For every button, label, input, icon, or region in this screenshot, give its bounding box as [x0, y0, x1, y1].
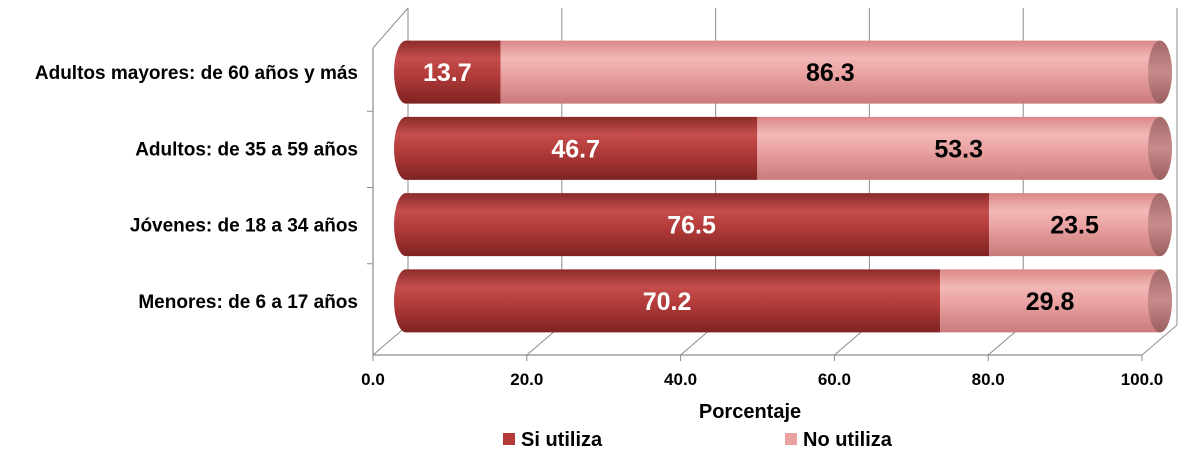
value-label-no-utiliza-adultos-mayores-de-60-anos-y-mas: 86.3	[806, 59, 855, 87]
legend-label-no-utiliza: No utiliza	[803, 429, 893, 451]
legend-label-si-utiliza: Si utiliza	[521, 429, 603, 451]
value-label-no-utiliza-menores-de-6-a-17-anos: 29.8	[1026, 288, 1075, 316]
value-label-si-utiliza-adultos-mayores-de-60-anos-y-mas: 13.7	[423, 59, 472, 87]
bar-no-utiliza-adultos-de-35-a-59-anos	[757, 116, 1172, 180]
category-label-adultos-mayores-de-60-anos-y-mas: Adultos mayores: de 60 años y más	[35, 63, 358, 84]
bar-no-utiliza-menores-de-6-a-17-anos	[940, 269, 1172, 333]
bar-no-utiliza-adultos-mayores-de-60-anos-y-mas	[500, 40, 1172, 104]
bars-group	[394, 40, 1172, 333]
legend-swatch-si-utiliza	[503, 433, 515, 445]
x-tick-label-3: 60.0	[818, 370, 851, 389]
bar-si-utiliza-adultos-mayores-de-60-anos-y-mas	[394, 40, 501, 104]
legend: Si utiliza No utiliza	[503, 429, 893, 451]
value-label-no-utiliza-adultos-de-35-a-59-anos: 53.3	[934, 135, 983, 163]
legend-swatch-no-utiliza	[785, 433, 797, 445]
value-label-si-utiliza-adultos-de-35-a-59-anos: 46.7	[551, 135, 600, 163]
value-label-no-utiliza-jovenes-de-18-a-34-anos: 23.5	[1050, 212, 1099, 240]
bar-cap-adultos-mayores-de-60-anos-y-mas	[1148, 40, 1172, 104]
labels-group: 0.0 20.0 40.0 60.0 80.0 100.0 Menores: de 6 a …	[35, 59, 1163, 423]
bar-si-utiliza-jovenes-de-18-a-34-anos	[394, 193, 990, 257]
x-tick-label-4: 80.0	[972, 370, 1005, 389]
x-tick-label-2: 40.0	[664, 370, 697, 389]
x-tick-label-1: 20.0	[510, 370, 543, 389]
floor-gridline-5	[1141, 324, 1178, 356]
value-label-si-utiliza-menores-de-6-a-17-anos: 70.2	[643, 288, 692, 316]
x-tick-label-0: 0.0	[361, 370, 385, 389]
bar-si-utiliza-adultos-de-35-a-59-anos	[394, 116, 758, 180]
category-label-adultos-de-35-a-59-anos: Adultos: de 35 a 59 años	[135, 139, 358, 160]
bar-si-utiliza-menores-de-6-a-17-anos	[394, 269, 941, 333]
bar-cap-menores-de-6-a-17-anos	[1148, 269, 1172, 333]
bar-cap-jovenes-de-18-a-34-anos	[1148, 193, 1172, 257]
bar-no-utiliza-jovenes-de-18-a-34-anos	[989, 193, 1172, 257]
category-label-jovenes-de-18-a-34-anos: Jóvenes: de 18 a 34 años	[130, 216, 358, 237]
bar-cap-adultos-de-35-a-59-anos	[1148, 116, 1172, 180]
side-wall-top-edge	[372, 7, 409, 49]
value-label-si-utiliza-jovenes-de-18-a-34-anos: 76.5	[667, 212, 716, 240]
x-axis-title: Porcentaje	[699, 401, 801, 423]
category-label-menores-de-6-a-17-anos: Menores: de 6 a 17 años	[138, 292, 358, 313]
x-tick-label-5: 100.0	[1121, 370, 1164, 389]
